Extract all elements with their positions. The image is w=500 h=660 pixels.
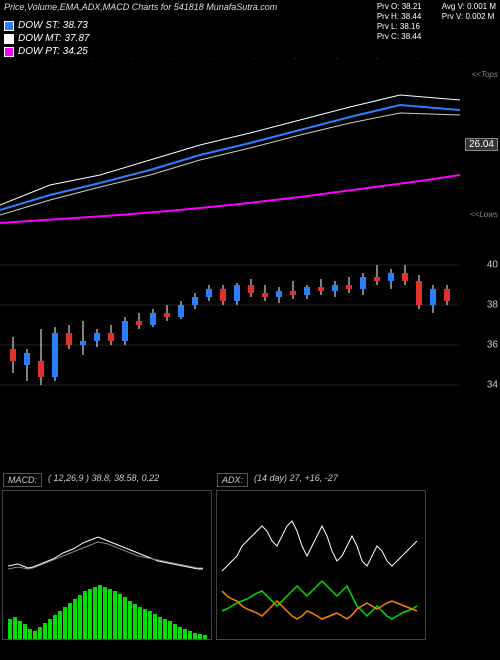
price-tag: 26.04 — [465, 138, 498, 151]
legend-item: DOW ST: 38.73 — [4, 20, 90, 31]
stats-vol: Avg V: 0.001 MPrv V: 0.002 M — [442, 2, 496, 41]
tops-label: <<Tops — [472, 70, 498, 79]
y-axis-label: 38 — [487, 300, 498, 311]
macd-header: MACD: ( 12,26,9 ) 38.8, 38.58, 0.22 — [3, 473, 159, 487]
adx-params: (14 day) 27, +16, -27 — [254, 473, 338, 487]
stats-ohlc: Prv O: 38.21Prv H: 38.44Prv L: 38.16Prv … — [377, 2, 422, 41]
lows-label: <<Lows — [470, 210, 498, 219]
macd-label: MACD: — [3, 473, 42, 487]
candlestick-svg — [0, 245, 460, 405]
legend-item: DOW MT: 37.87 — [4, 33, 90, 44]
macd-params: ( 12,26,9 ) 38.8, 38.58, 0.22 — [48, 473, 159, 487]
adx-header: ADX: (14 day) 27, +16, -27 — [217, 473, 338, 487]
x-axis-ticks: ············ — [10, 56, 460, 63]
sub-charts: MACD: ( 12,26,9 ) 38.8, 38.58, 0.22 ADX:… — [2, 490, 426, 640]
ohlc-stats: Prv O: 38.21Prv H: 38.44Prv L: 38.16Prv … — [377, 2, 496, 41]
y-axis-label: 34 — [487, 380, 498, 391]
y-axis-label: 40 — [487, 260, 498, 271]
candlestick-chart: 34363840 — [0, 245, 460, 405]
macd-svg — [3, 491, 213, 641]
adx-svg — [217, 491, 427, 641]
y-axis-label: 36 — [487, 340, 498, 351]
ema-chart — [0, 65, 460, 225]
macd-chart: MACD: ( 12,26,9 ) 38.8, 38.58, 0.22 — [2, 490, 212, 640]
adx-label: ADX: — [217, 473, 248, 487]
legend: DOW ST: 38.73DOW MT: 37.87DOW PT: 34.25 — [4, 20, 90, 57]
adx-chart: ADX: (14 day) 27, +16, -27 — [216, 490, 426, 640]
